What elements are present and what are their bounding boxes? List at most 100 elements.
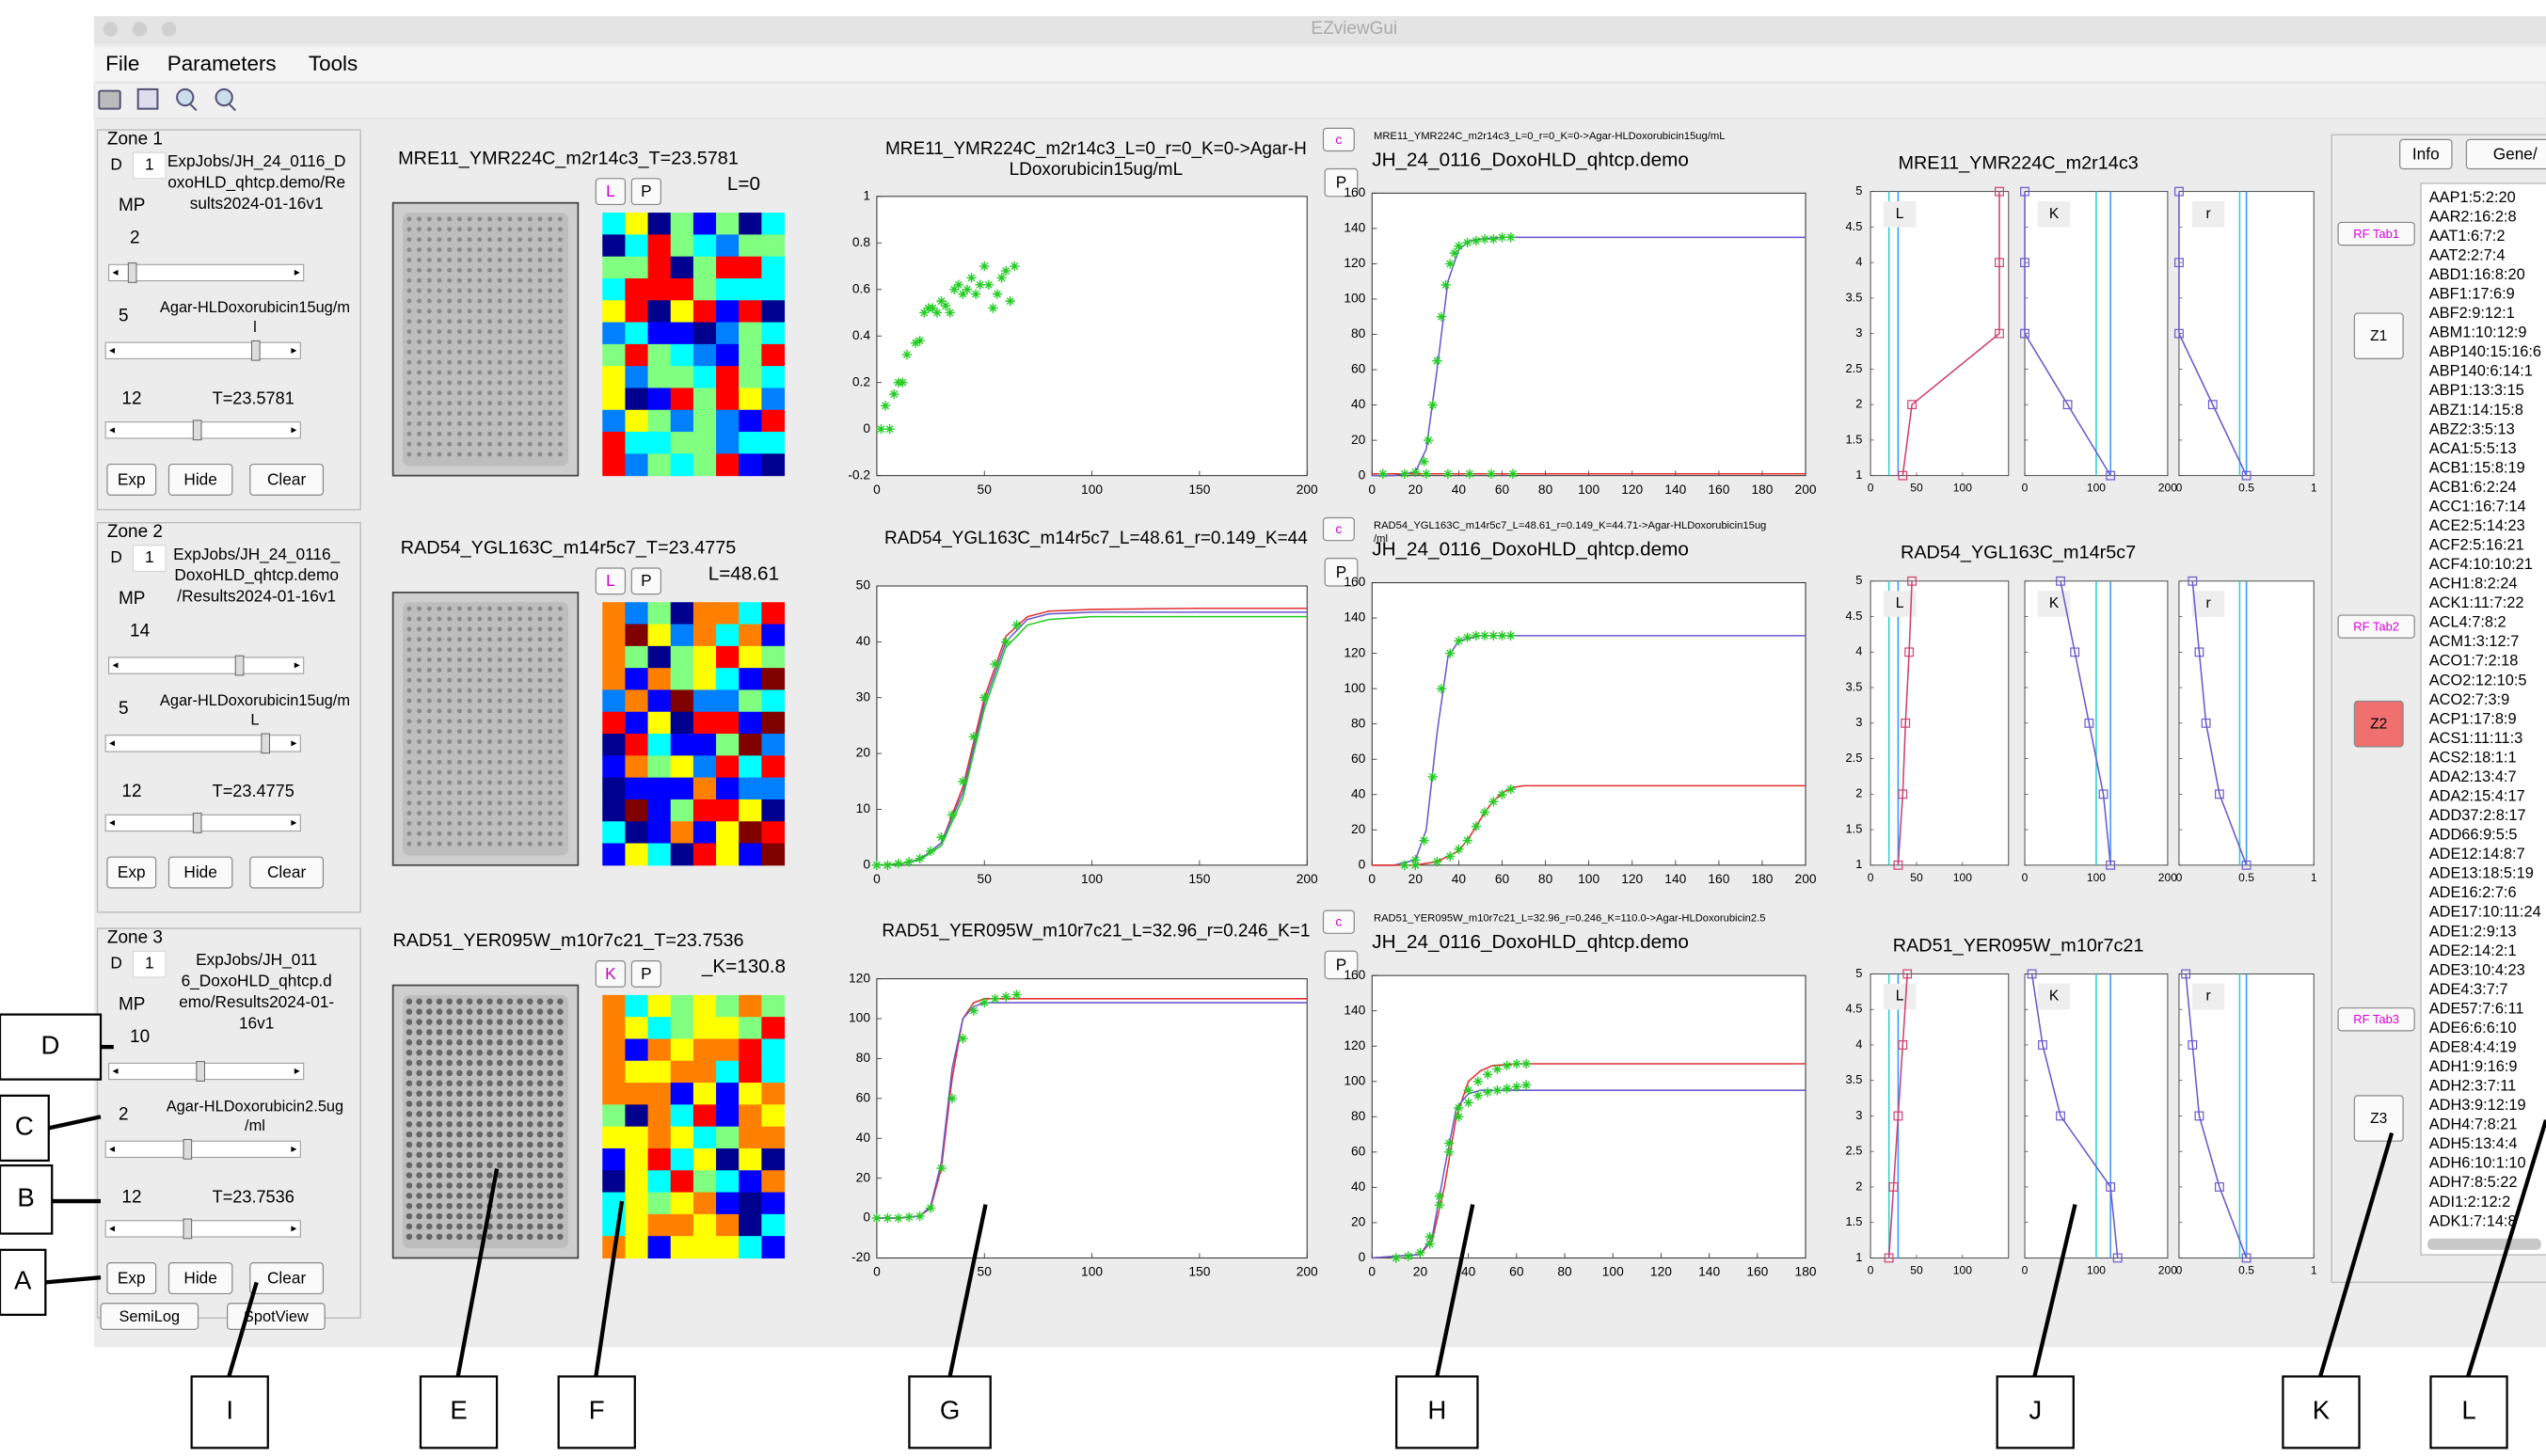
slider-track[interactable] (105, 736, 300, 752)
gene-item[interactable]: ABP140:15:16:6 (2429, 343, 2541, 360)
print-icon[interactable] (99, 91, 119, 109)
gene-item[interactable]: ADE2:14:2:1 (2429, 942, 2517, 959)
gene-item[interactable]: ABP1:13:3:15 (2429, 382, 2524, 399)
gene-item[interactable]: ADE3:10:4:23 (2429, 961, 2525, 978)
edit-icon[interactable] (138, 89, 158, 109)
gene-item[interactable]: ACH1:8:2:24 (2429, 576, 2518, 593)
gene-item[interactable]: ACC1:16:7:14 (2429, 498, 2526, 514)
colony (548, 800, 552, 805)
slider-thumb[interactable] (193, 420, 201, 440)
y-tick-label: 2 (1855, 1179, 1862, 1193)
window-button[interactable] (162, 22, 177, 37)
slider-track[interactable] (105, 1221, 300, 1237)
gene-item[interactable]: ADD66:9:5:5 (2429, 827, 2518, 844)
gene-item[interactable]: AAR2:16:2:8 (2429, 208, 2517, 225)
gene-item[interactable]: ADA2:13:4:7 (2429, 768, 2517, 785)
slider-thumb[interactable] (197, 1062, 205, 1082)
colony (528, 309, 533, 313)
menu-item[interactable]: Tools (309, 52, 358, 75)
gene-item[interactable]: ADE8:4:4:19 (2429, 1038, 2517, 1055)
gene-item[interactable]: AAT1:6:7:2 (2429, 228, 2506, 245)
colony (548, 699, 552, 704)
colony (487, 309, 492, 313)
rf-tab-label: RF Tab1 (2353, 227, 2399, 241)
gene-item[interactable]: ADH4:7:8:21 (2429, 1116, 2518, 1133)
gene-item[interactable]: ACA1:5:5:13 (2429, 440, 2517, 457)
colony (528, 350, 533, 355)
gene-item[interactable]: ACB1:6:2:24 (2429, 479, 2517, 496)
gene-item[interactable]: ACS1:11:11:3 (2429, 730, 2523, 747)
gene-item[interactable]: ADH6:10:1:10 (2429, 1155, 2526, 1172)
gene-item[interactable]: ABD1:16:8:20 (2429, 266, 2525, 283)
colony (456, 1224, 463, 1230)
window-button[interactable] (133, 22, 148, 37)
scrollbar[interactable] (2427, 1239, 2541, 1250)
gene-item[interactable]: ACB1:15:8:19 (2429, 459, 2525, 476)
colony (457, 217, 462, 222)
gene-item[interactable]: ADE1:2:9:13 (2429, 923, 2517, 940)
slider-thumb[interactable] (193, 814, 201, 833)
gene-item[interactable]: AAP1:5:2:20 (2429, 189, 2516, 206)
gene-item[interactable]: ACP1:17:8:9 (2429, 710, 2517, 727)
gene-item[interactable]: ACO2:12:10:5 (2429, 672, 2527, 688)
gene-item[interactable]: ADH2:3:7:11 (2429, 1078, 2517, 1095)
gene-item[interactable]: ADE4:3:7:7 (2429, 981, 2508, 998)
gene-item[interactable]: ADH3:9:12:19 (2429, 1097, 2526, 1114)
gene-item[interactable]: ACL4:7:8:2 (2429, 614, 2506, 631)
colony (487, 421, 492, 426)
gene-item[interactable]: ACO2:7:3:9 (2429, 691, 2510, 708)
gene-item[interactable]: ADE57:7:6:11 (2429, 1000, 2524, 1017)
gene-item[interactable]: ABM1:10:12:9 (2429, 324, 2527, 341)
gene-item[interactable]: ADI1:2:12:2 (2429, 1194, 2510, 1211)
colony (517, 299, 522, 304)
zoom-out-icon[interactable] (216, 89, 232, 105)
slider-track[interactable] (105, 342, 300, 358)
gene-item[interactable]: ACO1:7:2:18 (2429, 653, 2519, 670)
slider-track[interactable] (109, 1063, 304, 1079)
gene-item[interactable]: ACK1:11:7:22 (2429, 594, 2524, 611)
slider-thumb[interactable] (183, 1219, 192, 1239)
gene-item[interactable]: ABP140:6:14:1 (2429, 363, 2533, 380)
window-button[interactable] (103, 22, 119, 37)
zoom-in-icon[interactable] (177, 89, 193, 105)
gene-item[interactable]: ADE17:10:11:24 (2429, 904, 2541, 921)
menu-item[interactable]: File (105, 52, 139, 75)
gene-item[interactable]: ABF2:9:12:1 (2429, 305, 2515, 322)
gene-item[interactable]: ADH5:13:4:4 (2429, 1135, 2518, 1152)
slider-thumb[interactable] (183, 1139, 192, 1159)
menu-item[interactable]: Parameters (167, 52, 277, 75)
gene-item[interactable]: ACF4:10:10:21 (2429, 556, 2533, 573)
slider-track[interactable] (105, 422, 300, 438)
gene-item[interactable]: ADK1:7:14:8 (2429, 1212, 2517, 1229)
gene-item[interactable]: ADE12:14:8:7 (2429, 846, 2525, 863)
colony (558, 381, 563, 386)
slider-track[interactable] (105, 1141, 300, 1157)
slider-track[interactable] (109, 264, 304, 280)
gene-item[interactable]: ADA2:15:4:17 (2429, 788, 2525, 805)
gene-item[interactable]: ABZ1:14:15:8 (2429, 402, 2523, 419)
slider-thumb[interactable] (252, 340, 261, 360)
heatmap-cell (671, 278, 694, 301)
heatmap-cell (625, 323, 648, 345)
gene-item[interactable]: ADD37:2:8:17 (2429, 807, 2526, 824)
gene-item[interactable]: ACM1:3:12:7 (2429, 633, 2520, 650)
gene-item[interactable]: ADH7:8:5:22 (2429, 1174, 2518, 1191)
slider-thumb[interactable] (262, 734, 270, 753)
gene-item[interactable]: ACE2:5:14:23 (2429, 517, 2525, 534)
gene-item[interactable]: ABZ2:3:5:13 (2429, 420, 2515, 437)
gene-item[interactable]: ACF2:5:16:21 (2429, 537, 2524, 554)
slider-thumb[interactable] (235, 656, 244, 675)
gene-item[interactable]: ADE16:2:7:6 (2429, 884, 2517, 901)
gene-item[interactable]: ABF1:17:6:9 (2429, 286, 2515, 303)
gene-item[interactable]: AAT2:2:7:4 (2429, 246, 2506, 263)
gene-item[interactable]: ADH1:9:16:9 (2429, 1058, 2518, 1075)
gene-item[interactable]: ADE13:18:5:19 (2429, 865, 2534, 882)
gene-item[interactable]: ADE6:6:6:10 (2429, 1020, 2517, 1037)
gene-item[interactable]: ACS2:18:1:1 (2429, 749, 2517, 766)
slider-arrow: ▸ (294, 1064, 300, 1077)
slider-thumb[interactable] (128, 263, 136, 283)
heatmap-cell (716, 1170, 740, 1193)
colony (477, 1132, 484, 1138)
slider-track[interactable] (109, 657, 304, 673)
slider-track[interactable] (105, 815, 300, 831)
